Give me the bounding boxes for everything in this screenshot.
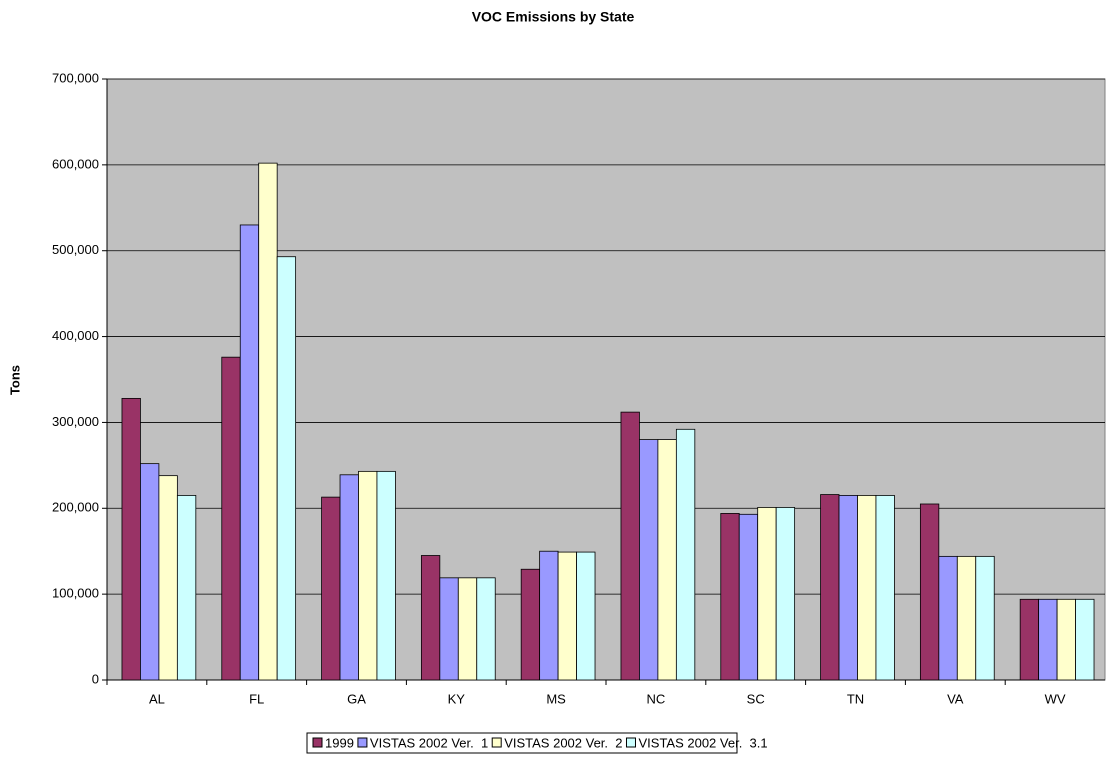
y-tick-label: 100,000	[52, 586, 99, 601]
legend-swatch	[312, 737, 323, 748]
bar	[620, 411, 640, 681]
y-tick-label: 500,000	[52, 242, 99, 257]
y-tick-label: 600,000	[52, 156, 99, 171]
bar	[258, 162, 278, 681]
bar	[875, 495, 895, 681]
bar	[140, 463, 160, 681]
legend-label: 1999	[325, 735, 354, 750]
bar	[176, 495, 197, 681]
bar	[339, 474, 359, 681]
x-tick-label: AL	[149, 691, 165, 706]
y-axis-title: Tons	[7, 365, 22, 395]
bar	[838, 495, 858, 681]
bar	[376, 470, 396, 681]
bar	[1056, 598, 1076, 681]
bar	[675, 428, 696, 681]
bar	[720, 513, 740, 681]
bar	[639, 439, 659, 681]
bar	[956, 555, 977, 681]
bar	[975, 555, 995, 681]
bar	[557, 551, 577, 681]
x-tick-label: TN	[847, 691, 864, 706]
x-tick-label: WV	[1045, 691, 1066, 706]
legend-swatch	[491, 737, 502, 748]
bar	[520, 568, 541, 681]
bar	[757, 507, 777, 681]
bar	[857, 495, 877, 681]
bar	[221, 356, 241, 681]
y-tick-label: 400,000	[52, 328, 99, 343]
y-tick-label: 300,000	[52, 414, 99, 429]
bar	[539, 550, 559, 681]
y-tick-label: 700,000	[52, 70, 99, 85]
bar	[938, 555, 958, 681]
legend-swatch	[357, 737, 368, 748]
bar	[657, 439, 677, 681]
bar	[420, 555, 441, 681]
bar	[276, 256, 297, 681]
x-tick-label: GA	[347, 691, 366, 706]
chart-title: VOC Emissions by State	[472, 9, 635, 25]
bar	[457, 577, 478, 681]
x-tick-label: NC	[647, 691, 666, 706]
bar	[738, 513, 759, 681]
legend-label: VISTAS 2002 Ver. 2	[504, 735, 622, 750]
y-tick-label: 200,000	[52, 500, 99, 515]
legend-label: VISTAS 2002 Ver. 1	[370, 735, 488, 750]
bar	[576, 551, 596, 681]
bar	[239, 224, 260, 681]
bar	[321, 496, 341, 681]
y-tick-label: 0	[92, 671, 99, 686]
bar	[476, 577, 496, 681]
bar	[1075, 598, 1095, 681]
bar	[358, 470, 378, 681]
bar	[1038, 598, 1058, 681]
x-tick-label: KY	[448, 691, 466, 706]
bar	[158, 475, 178, 681]
bar	[439, 577, 459, 681]
bar	[1019, 598, 1040, 681]
bar	[919, 503, 940, 681]
x-tick-label: VA	[947, 691, 964, 706]
bar	[820, 494, 840, 681]
x-tick-label: MS	[546, 691, 566, 706]
bar	[775, 507, 796, 681]
x-tick-label: FL	[249, 691, 264, 706]
legend-label: VISTAS 2002 Ver. 3.1	[638, 735, 767, 750]
legend-swatch	[625, 737, 636, 748]
bar	[121, 397, 141, 681]
x-tick-label: SC	[747, 691, 765, 706]
